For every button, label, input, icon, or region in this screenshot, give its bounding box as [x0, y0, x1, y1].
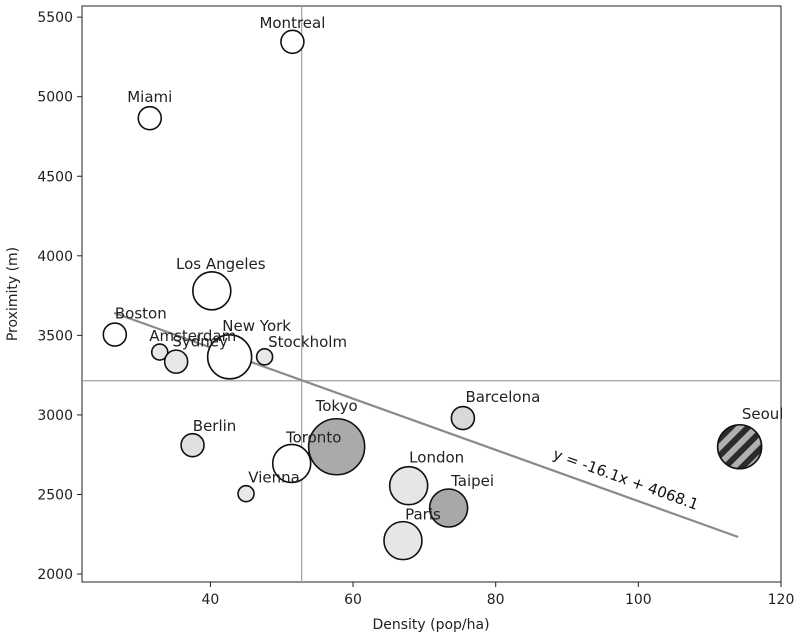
point-stockholm [255, 348, 274, 366]
y-tick-label: 4500 [37, 169, 73, 185]
label-berlin: Berlin [193, 417, 237, 435]
point-seoul [716, 423, 763, 470]
point-vienna [237, 484, 255, 503]
point-barcelona [450, 405, 476, 431]
x-axis-title: Density (pop/ha) [372, 617, 489, 633]
y-tick-label: 3500 [37, 328, 73, 344]
y-tick-label: 2000 [37, 567, 73, 583]
label-tokyo: Tokyo [315, 397, 358, 415]
label-vienna: Vienna [248, 469, 300, 487]
label-amsterdam: Amsterdam [149, 327, 236, 345]
point-berlin [180, 432, 205, 458]
label-taipei: Taipei [450, 472, 494, 490]
label-seoul: Seoul [742, 405, 784, 423]
points-layer [102, 29, 763, 561]
point-montreal [280, 29, 305, 55]
label-new-york: New York [222, 317, 291, 335]
label-barcelona: Barcelona [465, 388, 540, 406]
x-tick-label: 80 [487, 592, 505, 608]
y-tick-label: 5500 [37, 10, 73, 26]
y-tick-label: 2500 [37, 487, 73, 503]
point-taipei [428, 488, 469, 528]
label-miami: Miami [127, 88, 172, 106]
y-tick-label: 5000 [37, 90, 73, 106]
reference-lines [82, 6, 781, 582]
point-new-york [206, 334, 253, 380]
x-tick-label: 100 [625, 592, 652, 608]
x-tick-label: 40 [201, 592, 219, 608]
label-paris: Paris [405, 506, 441, 524]
label-montreal: Montreal [259, 14, 325, 32]
point-los-angeles [192, 271, 232, 311]
point-amsterdam [150, 343, 169, 361]
x-tick-label: 120 [768, 592, 795, 608]
label-sydney: Sydney [172, 333, 228, 351]
point-boston [102, 322, 128, 347]
y-axis-title: Proximity (m) [5, 247, 21, 341]
point-london [388, 465, 429, 506]
label-stockholm: Stockholm [268, 333, 347, 351]
ticks-layer: 40 60 80 100 120 2000 2500 3000 3500 4000 4500 5000… [37, 10, 794, 608]
point-miami [137, 105, 163, 131]
label-london: London [409, 449, 464, 467]
point-tokyo [307, 417, 366, 476]
y-tick-label: 4000 [37, 249, 73, 265]
point-paris [383, 520, 423, 561]
point-sydney [163, 349, 189, 374]
point-toronto [271, 443, 312, 484]
label-toronto: Toronto [285, 428, 341, 446]
label-boston: Boston [115, 305, 167, 323]
label-los-angeles: Los Angeles [176, 255, 266, 273]
x-tick-label: 60 [344, 592, 362, 608]
y-tick-label: 3000 [37, 408, 73, 424]
